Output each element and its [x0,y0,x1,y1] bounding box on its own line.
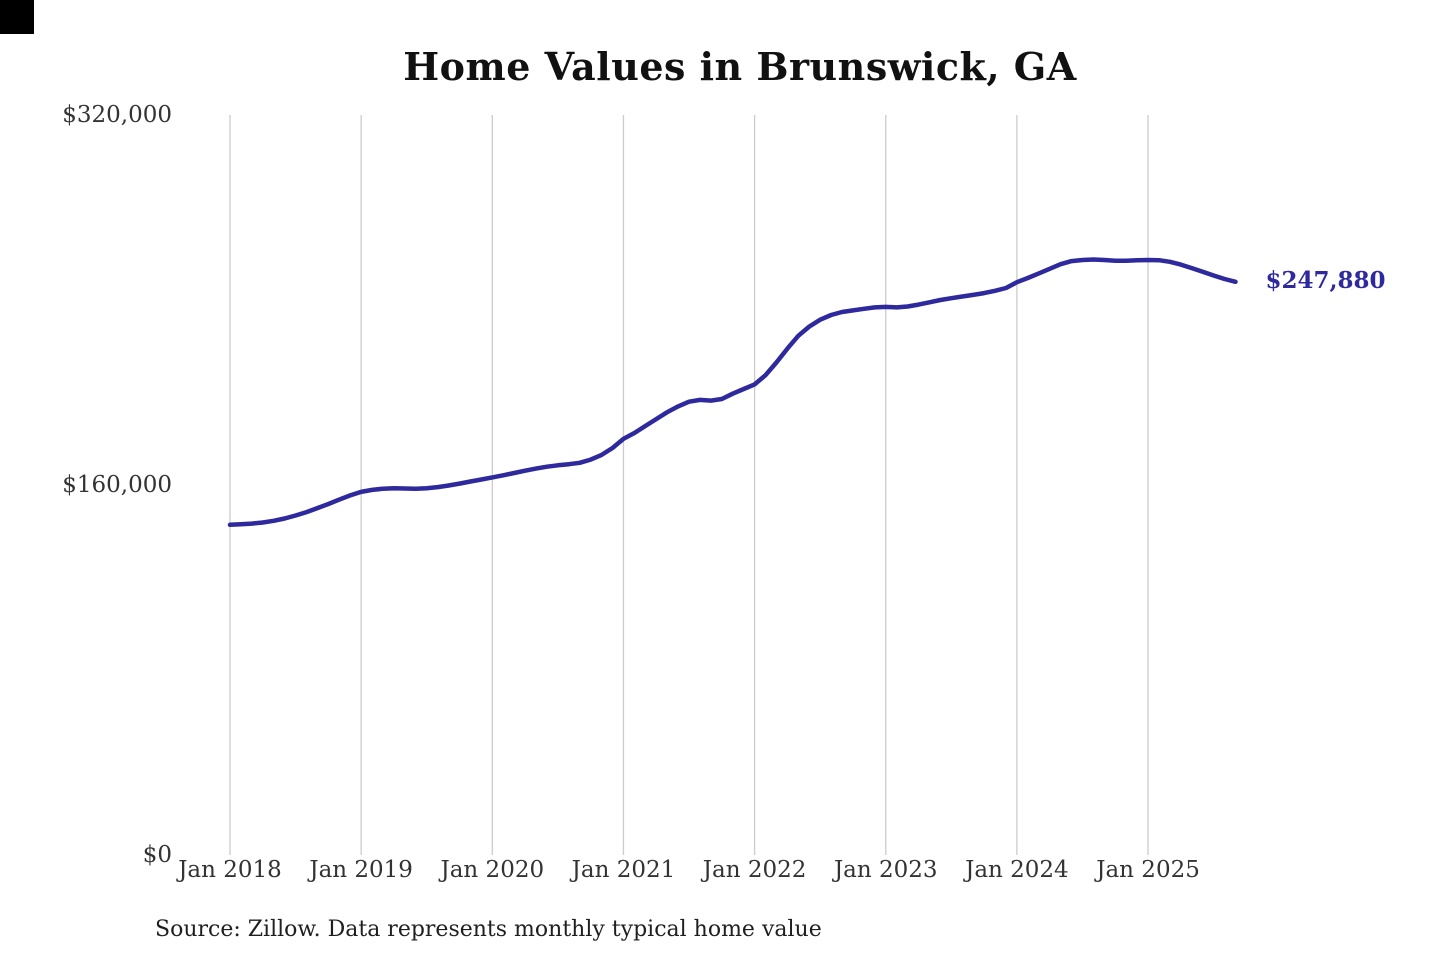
x-tick-label: Jan 2025 [1094,857,1200,883]
x-tick-label: Jan 2019 [307,857,413,883]
x-tick-label: Jan 2023 [832,857,938,883]
x-axis-labels: Jan 2018 Jan 2019 Jan 2020 Jan 2021 Jan 2022… [176,857,1200,883]
y-axis-labels: $320,000 $160,000 $0 [62,102,172,868]
x-tick-label: Jan 2020 [439,857,545,883]
series-line-group [227,257,1238,528]
latest-value-label: $247,880 [1265,266,1386,294]
y-tick-label: $320,000 [62,102,172,128]
x-tick-label: Jan 2022 [701,857,807,883]
x-tick-label: Jan 2024 [963,857,1069,883]
y-tick-label: $0 [143,842,172,868]
gridlines [229,115,1149,855]
x-tick-label: Jan 2018 [176,857,282,883]
y-tick-label: $160,000 [62,472,172,498]
chart-title: Home Values in Brunswick, GA [403,44,1077,89]
source-note: Source: Zillow. Data represents monthly … [155,917,822,942]
corner-mark [0,0,34,34]
series-path [227,257,1238,528]
x-tick-label: Jan 2021 [570,857,676,883]
